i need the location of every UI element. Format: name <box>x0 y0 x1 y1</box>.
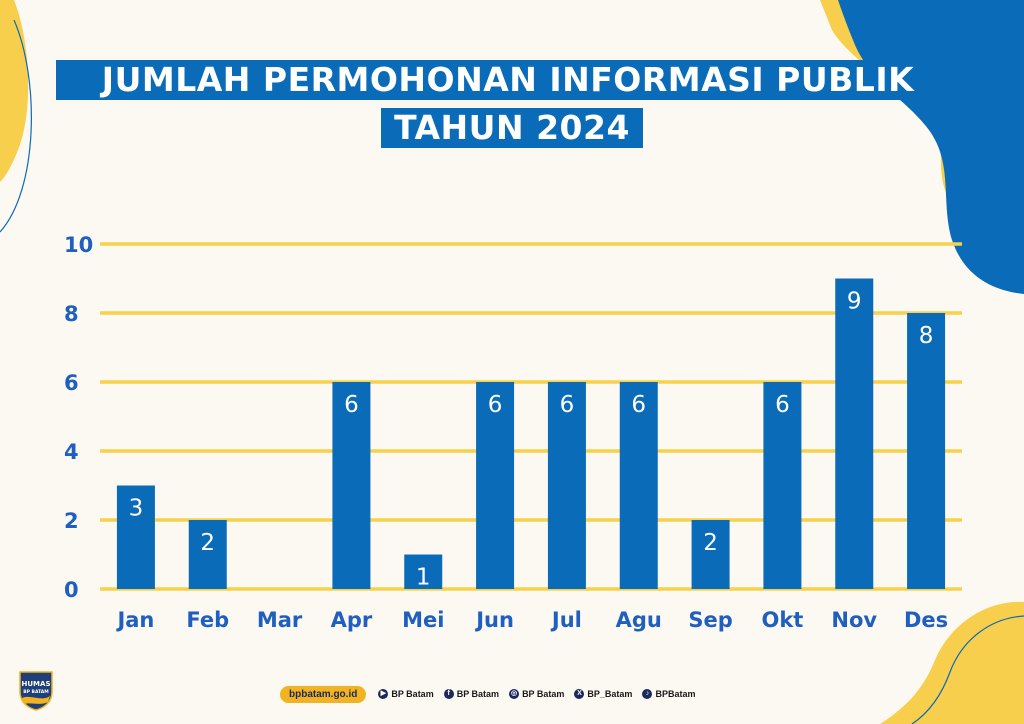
decor-curve-top-left <box>0 19 32 233</box>
social-youtube[interactable]: ▶ BP Batam <box>378 689 434 699</box>
y-tick-label: 0 <box>64 578 79 602</box>
decor-blob-top-left <box>0 0 29 182</box>
bar-data-label: 3 <box>129 496 144 522</box>
bar <box>332 382 371 589</box>
bar-data-label: 2 <box>200 530 215 556</box>
bar-data-label: 6 <box>344 392 359 418</box>
bar-data-label: 6 <box>775 392 790 418</box>
decor-curve-bottom-right <box>911 615 1024 724</box>
footer: bpbatam.go.id ▶ BP Batam f BP Batam ◎ BP… <box>280 684 705 704</box>
chart-title-line-1: JUMLAH PERMOHONAN INFORMASI PUBLIK <box>56 60 960 100</box>
instagram-icon: ◎ <box>509 689 520 699</box>
x-tick-label: Jan <box>115 608 154 632</box>
bar-data-label: 6 <box>631 392 646 418</box>
logo-line-1: HUMAS <box>22 680 51 688</box>
bar <box>619 382 658 589</box>
facebook-icon: f <box>443 689 454 699</box>
social-instagram[interactable]: ◎ BP Batam <box>509 689 564 699</box>
chart-title-line-2: TAHUN 2024 <box>381 108 643 148</box>
y-tick-label: 8 <box>64 302 79 326</box>
bar-data-label: 2 <box>703 530 718 556</box>
bar <box>691 520 730 589</box>
bar <box>188 520 227 589</box>
y-tick-label: 6 <box>64 371 79 395</box>
x-tick-label: Jun <box>474 608 514 632</box>
bar <box>476 382 515 589</box>
bar <box>116 485 155 589</box>
bar <box>835 278 874 589</box>
x-tick-label: Feb <box>186 608 229 632</box>
y-tick-label: 4 <box>64 440 79 464</box>
social-instagram-label: BP Batam <box>522 689 565 699</box>
tiktok-icon: ♪ <box>642 689 653 699</box>
x-tick-label: Nov <box>831 608 877 632</box>
humas-bp-batam-logo: HUMAS BP BATAM <box>19 671 53 711</box>
social-tiktok-label: BPBatam <box>655 689 696 699</box>
bar-data-label: 1 <box>416 565 431 591</box>
decor-blob-bottom-right <box>880 601 1024 724</box>
social-tiktok[interactable]: ♪ BPBatam <box>642 689 695 699</box>
bar-data-label: 9 <box>847 289 862 315</box>
x-tick-label: Des <box>904 608 948 632</box>
x-tick-label: Mei <box>402 608 444 632</box>
x-tick-label: Sep <box>688 608 732 632</box>
bar-data-label: 6 <box>488 392 503 418</box>
social-x-label: BP_Batam <box>587 689 633 699</box>
bar <box>547 382 586 589</box>
bar <box>404 554 443 589</box>
x-tick-label: Okt <box>761 608 803 632</box>
social-youtube-label: BP Batam <box>391 689 434 699</box>
social-facebook[interactable]: f BP Batam <box>443 689 500 699</box>
x-tick-label: Agu <box>616 608 662 632</box>
x-icon: X <box>574 689 585 699</box>
logo-line-2: BP BATAM <box>23 689 49 695</box>
bar <box>907 313 946 589</box>
website-link[interactable]: bpbatam.go.id <box>280 685 367 703</box>
x-tick-label: Apr <box>331 608 373 632</box>
y-tick-label: 10 <box>64 233 93 257</box>
y-tick-label: 2 <box>64 509 79 533</box>
x-tick-label: Jul <box>550 608 582 632</box>
social-facebook-label: BP Batam <box>456 689 500 699</box>
social-x[interactable]: X BP_Batam <box>574 689 632 699</box>
bar-data-label: 6 <box>560 392 575 418</box>
youtube-icon: ▶ <box>378 689 389 699</box>
bar <box>763 382 802 589</box>
x-tick-label: Mar <box>257 608 303 632</box>
bar-data-label: 8 <box>919 323 934 349</box>
